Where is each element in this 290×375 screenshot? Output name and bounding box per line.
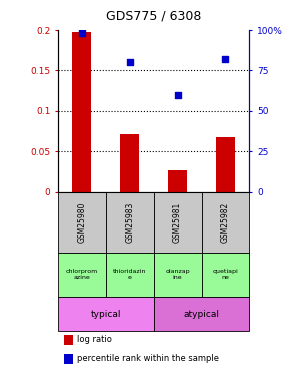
Point: [79, 30, 84, 36]
Bar: [154, 192, 202, 253]
Text: olanzap
ine: olanzap ine: [165, 269, 190, 280]
Text: quetiapi
ne: quetiapi ne: [213, 269, 238, 280]
Point: [175, 92, 180, 98]
Bar: [58, 297, 154, 331]
Point: [127, 59, 132, 65]
Text: GSM25980: GSM25980: [77, 201, 86, 243]
Text: typical: typical: [90, 310, 121, 319]
Text: chlorprom
azine: chlorprom azine: [66, 269, 98, 280]
Bar: [202, 253, 249, 297]
Text: GSM25982: GSM25982: [221, 202, 230, 243]
Bar: [58, 253, 106, 297]
Text: atypical: atypical: [184, 310, 220, 319]
Bar: [72, 32, 92, 192]
Bar: [202, 192, 249, 253]
Text: percentile rank within the sample: percentile rank within the sample: [77, 354, 219, 363]
Bar: [154, 253, 202, 297]
Text: GSM25983: GSM25983: [125, 201, 134, 243]
Text: GDS775 / 6308: GDS775 / 6308: [106, 9, 201, 22]
Bar: [154, 297, 249, 331]
Bar: [58, 192, 106, 253]
Bar: [106, 253, 154, 297]
Text: thioridazin
e: thioridazin e: [113, 269, 146, 280]
Text: log ratio: log ratio: [77, 335, 112, 344]
Bar: [106, 192, 154, 253]
Bar: [64, 335, 73, 345]
Text: GSM25981: GSM25981: [173, 202, 182, 243]
Bar: [168, 170, 187, 192]
Bar: [216, 137, 235, 192]
Bar: [64, 354, 73, 364]
Point: [223, 56, 228, 62]
Bar: [120, 134, 139, 192]
